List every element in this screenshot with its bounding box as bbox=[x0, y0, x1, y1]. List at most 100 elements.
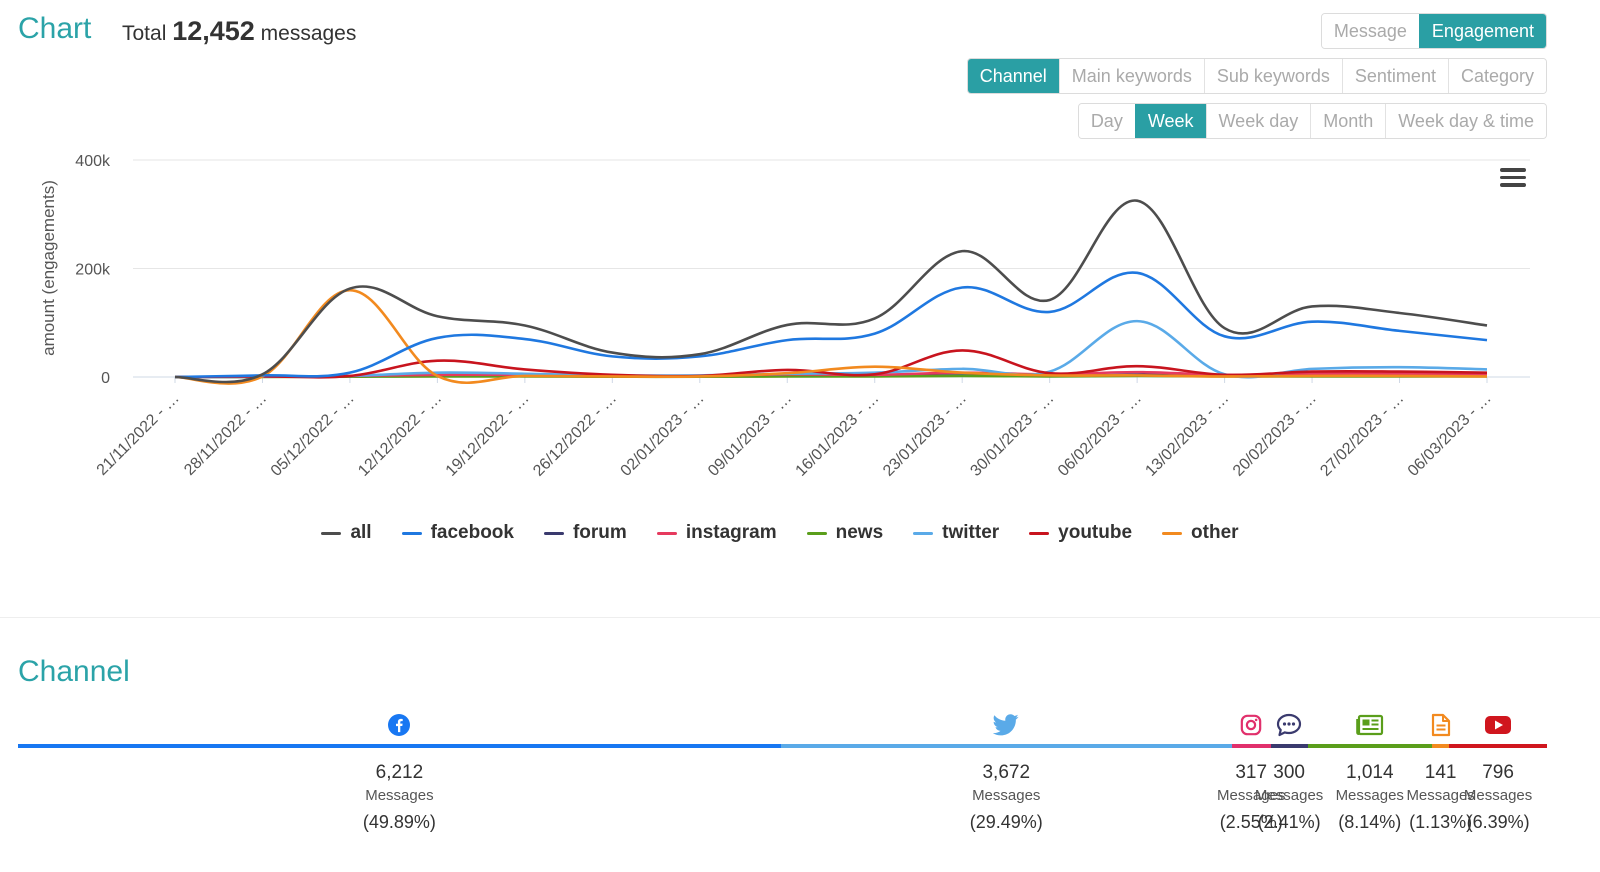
period-tab-week-day[interactable]: Week day bbox=[1205, 104, 1311, 138]
chart-section-title: Chart bbox=[18, 12, 92, 45]
channel-unit: Messages bbox=[1406, 787, 1475, 804]
x-tick-label: 30/01/2023 - … bbox=[967, 390, 1057, 480]
x-tick-label: 20/02/2023 - … bbox=[1230, 390, 1320, 480]
legend-item-forum[interactable]: forum bbox=[543, 522, 627, 544]
metric-button-engagement[interactable]: Engagement bbox=[1418, 14, 1546, 48]
legend-item-other[interactable]: other bbox=[1162, 522, 1239, 544]
channel-percent: (2.55%) bbox=[1219, 812, 1283, 832]
y-tick-label: 200k bbox=[75, 262, 111, 279]
legend-label: facebook bbox=[430, 522, 514, 543]
legend-label: instagram bbox=[685, 522, 777, 543]
legend-swatch bbox=[806, 531, 827, 535]
channel-item-news[interactable]: 1,014 Messages (8.14%) bbox=[1307, 706, 1432, 833]
chart-series bbox=[174, 199, 1488, 385]
channel-item-other[interactable]: 141 Messages (1.13%) bbox=[1406, 706, 1475, 833]
channel-count: 317 bbox=[1235, 762, 1268, 783]
document-icon bbox=[1431, 706, 1451, 744]
tab-main-keywords[interactable]: Main keywords bbox=[1058, 59, 1204, 93]
series-line-facebook[interactable] bbox=[174, 271, 1488, 379]
legend-item-youtube[interactable]: youtube bbox=[1029, 522, 1132, 544]
youtube-icon bbox=[1484, 706, 1512, 744]
channel-percent: (29.49%) bbox=[969, 812, 1043, 832]
series-line-youtube[interactable] bbox=[174, 349, 1488, 379]
legend-swatch bbox=[1029, 531, 1050, 535]
y-tick-label: 0 bbox=[101, 370, 110, 387]
x-tick-label: 09/01/2023 - … bbox=[705, 390, 795, 480]
legend-label: twitter bbox=[942, 522, 1000, 543]
chart-grid bbox=[133, 159, 1530, 378]
legend-item-all[interactable]: all bbox=[321, 522, 372, 544]
x-tick-label: 05/12/2022 - … bbox=[268, 390, 358, 480]
legend-swatch bbox=[656, 531, 677, 535]
channel-count: 141 bbox=[1424, 762, 1457, 783]
twitter-icon bbox=[993, 706, 1019, 744]
tab-category[interactable]: Category bbox=[1447, 59, 1546, 93]
total-count: 12,452 bbox=[172, 16, 255, 46]
channel-share-bar bbox=[1449, 744, 1547, 748]
period-tab-week-day-time[interactable]: Week day & time bbox=[1385, 104, 1546, 138]
channel-unit: Messages bbox=[1254, 787, 1324, 804]
x-tick-label: 26/12/2022 - … bbox=[530, 390, 620, 480]
channel-item-facebook[interactable]: 6,212 Messages (49.89%) bbox=[18, 706, 781, 833]
total-prefix: Total bbox=[122, 22, 167, 45]
total-messages: Total 12,452 messages bbox=[122, 16, 356, 47]
channel-unit: Messages bbox=[972, 787, 1041, 804]
facebook-icon bbox=[387, 706, 411, 744]
series-line-all[interactable] bbox=[174, 199, 1488, 384]
hamburger-menu-icon[interactable] bbox=[1498, 164, 1528, 192]
legend-swatch bbox=[401, 531, 422, 535]
series-line-other[interactable] bbox=[174, 288, 1488, 385]
channel-share-bar bbox=[1231, 744, 1271, 748]
channel-unit: Messages bbox=[1463, 787, 1533, 804]
channel-item-youtube[interactable]: 796 Messages (6.39%) bbox=[1449, 706, 1547, 833]
legend-item-facebook[interactable]: facebook bbox=[401, 522, 514, 544]
period-tab-day[interactable]: Day bbox=[1078, 104, 1135, 138]
newspaper-icon bbox=[1355, 706, 1384, 744]
period-tab-group: Day Week Week day Month Week day & time bbox=[1077, 103, 1547, 139]
x-tick-label: 13/02/2023 - … bbox=[1142, 390, 1232, 480]
section-divider bbox=[0, 617, 1600, 618]
metric-button-message[interactable]: Message bbox=[1321, 14, 1419, 48]
period-tab-month[interactable]: Month bbox=[1310, 104, 1386, 138]
x-tick-label: 02/01/2023 - … bbox=[618, 390, 708, 480]
metric-toggle-group: Message Engagement bbox=[1320, 13, 1547, 49]
total-suffix: messages bbox=[260, 22, 357, 45]
channel-count: 796 bbox=[1482, 762, 1514, 783]
channel-section-title: Channel bbox=[18, 655, 130, 688]
tab-sub-keywords[interactable]: Sub keywords bbox=[1203, 59, 1342, 93]
channel-unit: Messages bbox=[1217, 787, 1286, 804]
channel-item-instagram[interactable]: 317 Messages (2.55%) bbox=[1217, 706, 1285, 833]
channel-count: 300 bbox=[1273, 762, 1305, 783]
y-axis-title: amount (engagements) bbox=[39, 180, 58, 356]
legend-swatch bbox=[543, 531, 564, 535]
channel-item-twitter[interactable]: 3,672 Messages (29.49%) bbox=[780, 706, 1232, 833]
legend-item-instagram[interactable]: instagram bbox=[656, 522, 777, 544]
channel-unit: Messages bbox=[1335, 787, 1404, 804]
legend-item-news[interactable]: news bbox=[806, 522, 883, 544]
period-tab-week[interactable]: Week bbox=[1134, 104, 1206, 138]
channel-percent: (8.14%) bbox=[1338, 812, 1402, 832]
x-tick-label: 12/12/2022 - … bbox=[355, 390, 445, 480]
legend-label: youtube bbox=[1058, 522, 1133, 543]
x-tick-label: 28/11/2022 - … bbox=[181, 390, 270, 479]
channel-percent: (6.39%) bbox=[1466, 812, 1530, 832]
x-axis-ticks: 21/11/2022 - …28/11/2022 - …05/12/2022 -… bbox=[94, 377, 1495, 480]
channel-breakdown: 6,212 Messages (49.89%) 3,672 Messages (29.49… bbox=[18, 706, 1547, 833]
channel-count: 3,672 bbox=[982, 762, 1031, 783]
tab-sentiment[interactable]: Sentiment bbox=[1341, 59, 1448, 93]
channel-item-forum[interactable]: 300 Messages (2.41%) bbox=[1255, 706, 1323, 833]
channel-percent: (2.41%) bbox=[1257, 812, 1321, 832]
channel-count: 1,014 bbox=[1345, 762, 1394, 783]
channel-share-bar bbox=[780, 744, 1232, 748]
x-tick-label: 19/12/2022 - … bbox=[443, 390, 533, 480]
x-tick-label: 21/11/2022 - … bbox=[94, 390, 183, 479]
legend-label: other bbox=[1191, 522, 1239, 543]
engagement-line-chart: 0 200k 400k amount (engagements) 21/11/202… bbox=[39, 153, 1530, 480]
y-axis-ticks: 0 200k 400k bbox=[75, 153, 111, 387]
legend-swatch bbox=[321, 531, 342, 535]
channel-count: 6,212 bbox=[375, 762, 424, 783]
y-tick-label: 400k bbox=[75, 153, 111, 170]
tab-channel[interactable]: Channel bbox=[967, 59, 1059, 93]
legend-item-twitter[interactable]: twitter bbox=[913, 522, 999, 544]
chat-bubble-icon bbox=[1276, 706, 1302, 744]
